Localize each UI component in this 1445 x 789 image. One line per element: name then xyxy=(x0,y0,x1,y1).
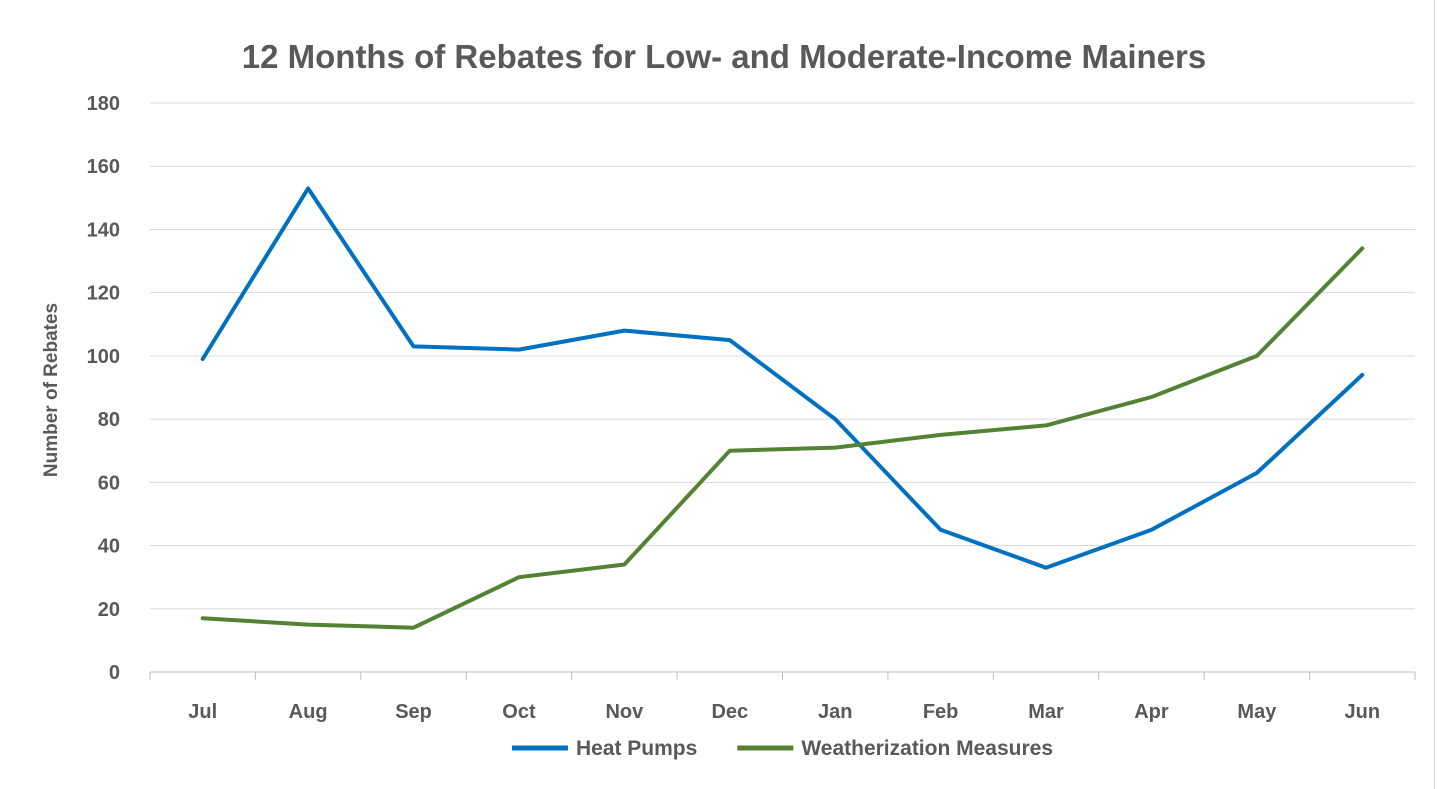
y-tick-label: 0 xyxy=(109,662,120,684)
series-lines xyxy=(200,186,1365,630)
y-tick-label: 40 xyxy=(98,536,120,558)
x-tick-label: Nov xyxy=(605,701,644,723)
y-tick-label: 100 xyxy=(87,346,120,368)
chart-title: 12 Months of Rebates for Low- and Modera… xyxy=(242,38,1206,75)
x-axis xyxy=(149,671,1416,680)
gridlines xyxy=(150,102,1415,610)
y-tick-label: 60 xyxy=(98,472,120,494)
x-tick-label: Apr xyxy=(1134,701,1169,723)
x-tick-label: Dec xyxy=(711,701,748,723)
x-tick-label: May xyxy=(1237,701,1277,723)
y-axis: 0 20 40 60 80 100 120 140 160 180 xyxy=(87,93,120,684)
x-tick-label: Jan xyxy=(818,701,852,723)
series-line-heat-pumps xyxy=(200,186,1365,570)
x-tick-label: Oct xyxy=(502,701,536,723)
y-axis-title: Number of Rebates xyxy=(41,303,62,477)
x-tick-label: Mar xyxy=(1028,701,1064,723)
x-tick-label: Aug xyxy=(289,701,328,723)
y-tick-label: 80 xyxy=(98,409,120,431)
y-tick-label: 120 xyxy=(87,283,120,305)
x-tick-label: Sep xyxy=(395,701,432,723)
x-tick-label: Jul xyxy=(188,701,217,723)
x-tick-label: Jun xyxy=(1345,701,1381,723)
x-tick-label: Feb xyxy=(923,701,959,723)
legend: Heat Pumps Weatherization Measures xyxy=(511,737,1053,760)
y-tick-label: 160 xyxy=(87,156,120,178)
y-tick-label: 20 xyxy=(98,599,120,621)
y-tick-label: 180 xyxy=(87,93,120,115)
legend-label-weatherization-measures: Weatherization Measures xyxy=(801,737,1053,760)
y-tick-label: 140 xyxy=(87,219,120,241)
legend-label-heat-pumps: Heat Pumps xyxy=(576,737,697,760)
series-line-weatherization-measures xyxy=(200,246,1365,630)
x-axis-labels: Jul Aug Sep Oct Nov Dec Jan Feb Mar Apr May Jun xyxy=(188,701,1380,723)
